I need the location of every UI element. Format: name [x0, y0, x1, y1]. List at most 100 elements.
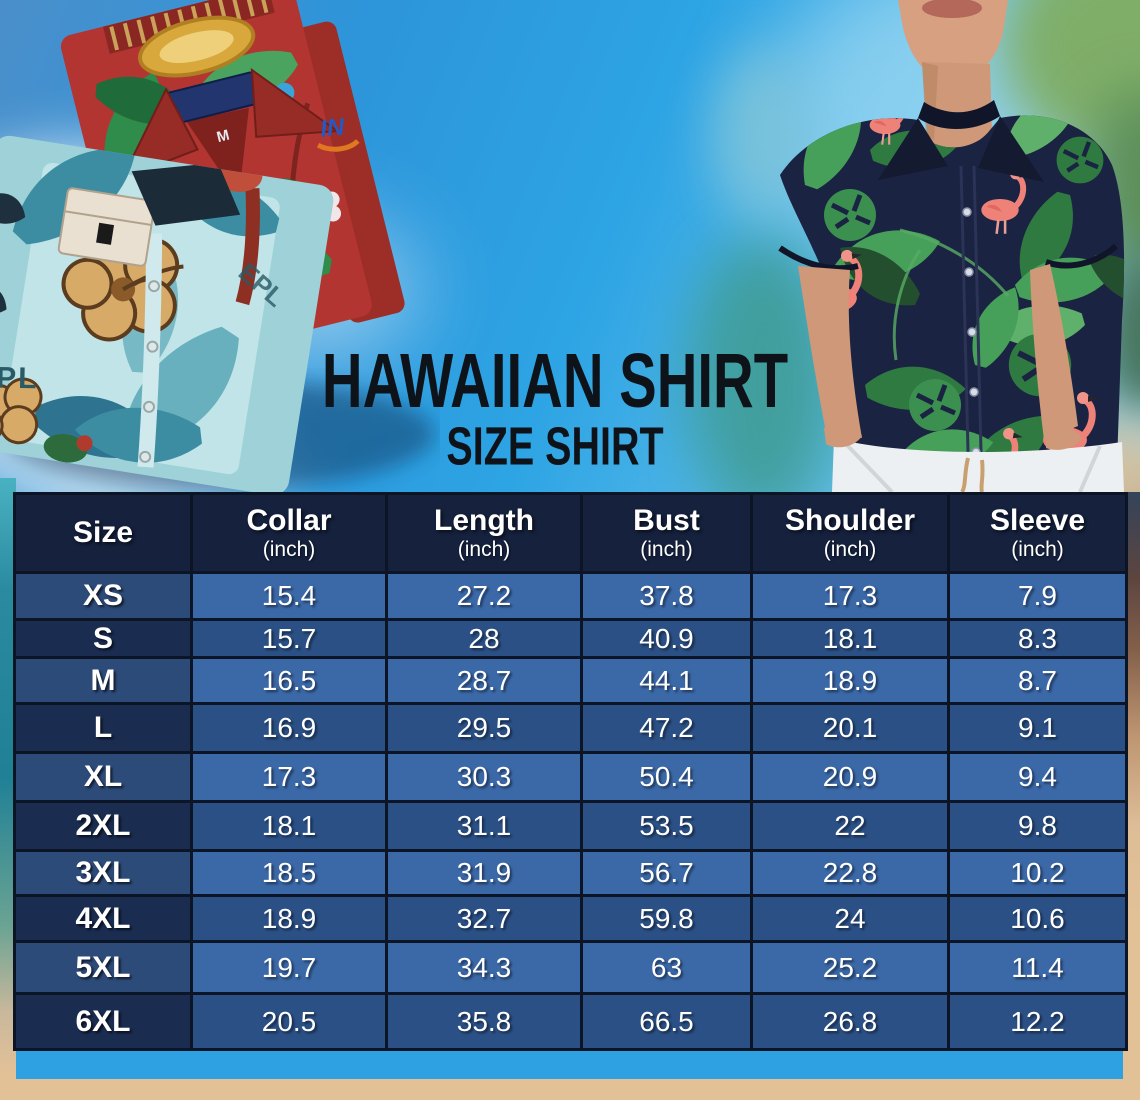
measurement-cell: 8.3 [947, 618, 1128, 659]
measurement-cell: 50.4 [580, 751, 753, 803]
table-row: 2XL 18.1 31.1 53.5 22 9.8 [13, 800, 1128, 852]
measurement-cell: 22.8 [750, 849, 950, 897]
table-row: L 16.9 29.5 47.2 20.1 9.1 [13, 702, 1128, 754]
measurement-cell: 31.9 [385, 849, 583, 897]
measurement-cell: 44.1 [580, 656, 753, 705]
column-unit: (inch) [1011, 537, 1064, 561]
measurement-cell: 20.9 [750, 751, 950, 803]
measurement-cell: 31.1 [385, 800, 583, 852]
measurement-cell: 18.1 [190, 800, 388, 852]
measurement-cell: 11.4 [947, 940, 1128, 995]
measurement-cell: 19.7 [190, 940, 388, 995]
model-wearing-shirt-photo [778, 0, 1125, 492]
column-label: Sleeve [989, 504, 1086, 538]
measurement-cell: 20.5 [190, 992, 388, 1051]
column-label: Length [434, 504, 534, 538]
measurement-cell: 28 [385, 618, 583, 659]
column-unit: (inch) [457, 537, 511, 561]
column-label: Collar [246, 504, 332, 538]
white-pants [832, 438, 1124, 492]
measurement-cell: 9.4 [947, 751, 1128, 803]
measurement-cell: 63 [580, 940, 753, 995]
measurement-cell: 27.2 [385, 571, 583, 621]
column-unit: (inch) [262, 537, 316, 561]
red-shirt-logo-print: IN [319, 113, 346, 142]
column-header-bust: Bust (inch) [580, 492, 753, 574]
column-header-collar: Collar (inch) [190, 492, 388, 574]
teal-shirt-print-text: EPL [0, 361, 39, 395]
measurement-cell: 10.6 [947, 894, 1128, 943]
size-label: 5XL [13, 940, 193, 995]
size-label: M [13, 656, 193, 705]
measurement-cell: 59.8 [580, 894, 753, 943]
button-placket [959, 165, 984, 492]
poster-subtitle: SIZE SHIRT [446, 415, 664, 476]
measurement-cell: 7.9 [947, 571, 1128, 621]
title-block: HAWAIIAN SHIRT SIZE SHIRT [285, 337, 825, 473]
measurement-cell: 30.3 [385, 751, 583, 803]
table-row: 3XL 18.5 31.9 56.7 22.8 10.2 [13, 849, 1128, 897]
measurement-cell: 32.7 [385, 894, 583, 943]
header-row: Size Collar (inch) Length (inch) Bust (inch… [13, 492, 1128, 574]
measurement-cell: 24 [750, 894, 950, 943]
size-chart-table: Size Collar (inch) Length (inch) Bust (inch… [13, 492, 1128, 1051]
measurement-cell: 37.8 [580, 571, 753, 621]
column-label: Bust [633, 504, 700, 538]
table-row: XS 15.4 27.2 37.8 17.3 7.9 [13, 571, 1128, 621]
model-hand [824, 423, 862, 448]
measurement-cell: 28.7 [385, 656, 583, 705]
model-arm [1030, 264, 1078, 440]
size-label: 3XL [13, 849, 193, 897]
measurement-cell: 17.3 [190, 751, 388, 803]
measurement-cell: 29.5 [385, 702, 583, 754]
drawstring [960, 457, 985, 492]
measurement-cell: 18.1 [750, 618, 950, 659]
size-label: 6XL [13, 992, 193, 1051]
measurement-cell: 10.2 [947, 849, 1128, 897]
measurement-cell: 56.7 [580, 849, 753, 897]
size-label: 4XL [13, 894, 193, 943]
measurement-cell: 9.8 [947, 800, 1128, 852]
measurement-cell: 16.9 [190, 702, 388, 754]
red-shirt-size-tag: M [215, 127, 231, 147]
table-row: 4XL 18.9 32.7 59.8 24 10.6 [13, 894, 1128, 943]
table-row: S 15.7 28 40.9 18.1 8.3 [13, 618, 1128, 659]
size-label: 2XL [13, 800, 193, 852]
size-label: XS [13, 571, 193, 621]
measurement-cell: 40.9 [580, 618, 753, 659]
measurement-cell: 18.5 [190, 849, 388, 897]
column-header-sleeve: Sleeve (inch) [947, 492, 1128, 574]
measurement-cell: 47.2 [580, 702, 753, 754]
measurement-cell: 12.2 [947, 992, 1128, 1051]
column-label: Size [72, 515, 134, 549]
measurement-cell: 17.3 [750, 571, 950, 621]
column-label: Shoulder [784, 504, 915, 538]
table-row: 6XL 20.5 35.8 66.5 26.8 12.2 [13, 992, 1128, 1051]
folded-shirts-photo: M IN [0, 0, 435, 497]
measurement-cell: 25.2 [750, 940, 950, 995]
measurement-cell: 15.4 [190, 571, 388, 621]
size-label: XL [13, 751, 193, 803]
sand-strip [0, 1079, 1140, 1100]
beach-left-strip [0, 478, 16, 1100]
measurement-cell: 18.9 [190, 894, 388, 943]
beach-right-strip [1123, 492, 1140, 1100]
poster-title: HAWAIIAN SHIRT [321, 337, 789, 424]
table-row: M 16.5 28.7 44.1 18.9 8.7 [13, 656, 1128, 705]
table-row: 5XL 19.7 34.3 63 25.2 11.4 [13, 940, 1128, 995]
flamingo-shirt [778, 100, 1125, 492]
measurement-cell: 34.3 [385, 940, 583, 995]
column-header-length: Length (inch) [385, 492, 583, 574]
model-neck [922, 62, 992, 150]
measurement-cell: 15.7 [190, 618, 388, 659]
measurement-cell: 66.5 [580, 992, 753, 1051]
column-header-shoulder: Shoulder (inch) [750, 492, 950, 574]
measurement-cell: 16.5 [190, 656, 388, 705]
measurement-cell: 53.5 [580, 800, 753, 852]
measurement-cell: 35.8 [385, 992, 583, 1051]
measurement-cell: 8.7 [947, 656, 1128, 705]
measurement-cell: 26.8 [750, 992, 950, 1051]
measurement-cell: 18.9 [750, 656, 950, 705]
table-row: XL 17.3 30.3 50.4 20.9 9.4 [13, 751, 1128, 803]
